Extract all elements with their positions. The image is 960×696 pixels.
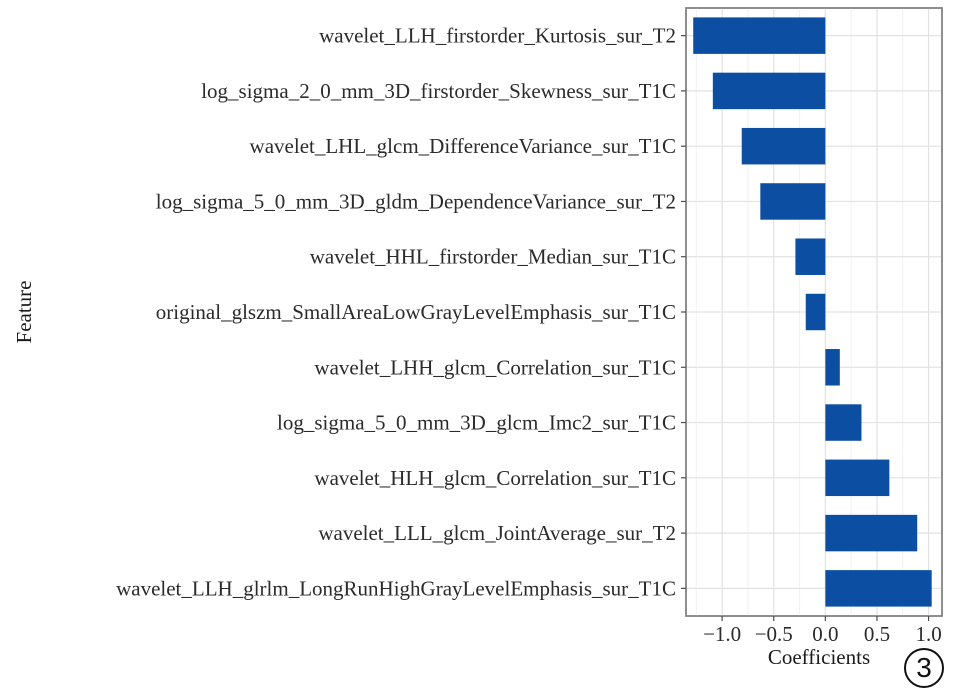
grid-lines <box>686 8 942 616</box>
bar <box>741 127 826 165</box>
y-tick-label: wavelet_HHL_firstorder_Median_sur_T1C <box>310 245 676 269</box>
figure-number-badge: 3 <box>904 648 944 688</box>
x-tick-label: −1.0 <box>703 622 741 646</box>
y-tick-label: wavelet_LHL_glcm_DifferenceVariance_sur_… <box>250 134 676 158</box>
bar <box>693 17 826 54</box>
y-axis: wavelet_LLH_firstorder_Kurtosis_sur_T2lo… <box>116 24 686 600</box>
bars <box>693 17 932 607</box>
x-tick-label: −0.5 <box>755 622 793 646</box>
bar <box>825 459 890 497</box>
bar <box>825 570 932 607</box>
y-tick-label: wavelet_HLH_glcm_Correlation_sur_T1C <box>314 466 676 490</box>
x-tick-label: 0.5 <box>864 622 890 646</box>
y-tick-label: wavelet_LLH_glrlm_LongRunHighGrayLevelEm… <box>116 576 676 600</box>
y-tick-label: wavelet_LHH_glcm_Correlation_sur_T1C <box>314 355 676 379</box>
bar <box>795 238 826 275</box>
bar <box>825 404 862 441</box>
bar <box>825 349 840 386</box>
y-tick-label: log_sigma_5_0_mm_3D_gldm_DependenceVaria… <box>156 189 676 213</box>
y-tick-label: wavelet_LLL_glcm_JointAverage_sur_T2 <box>318 521 676 545</box>
y-tick-label: wavelet_LLH_firstorder_Kurtosis_sur_T2 <box>319 24 676 48</box>
bar <box>805 293 826 331</box>
x-axis-title: Coefficients <box>768 645 870 669</box>
y-tick-label: original_glszm_SmallAreaLowGrayLevelEmph… <box>156 300 676 324</box>
y-tick-label: log_sigma_5_0_mm_3D_glcm_Imc2_sur_T1C <box>277 411 676 435</box>
bar <box>825 514 918 552</box>
x-tick-label: 1.0 <box>915 622 941 646</box>
y-axis-title: Feature <box>12 281 36 344</box>
x-tick-label: 0.0 <box>812 622 838 646</box>
bar <box>760 183 826 220</box>
bar <box>712 72 826 110</box>
x-axis: −1.0 −0.5 0.0 0.5 1.0 <box>703 616 942 646</box>
y-tick-label: log_sigma_2_0_mm_3D_firstorder_Skewness_… <box>201 79 676 103</box>
